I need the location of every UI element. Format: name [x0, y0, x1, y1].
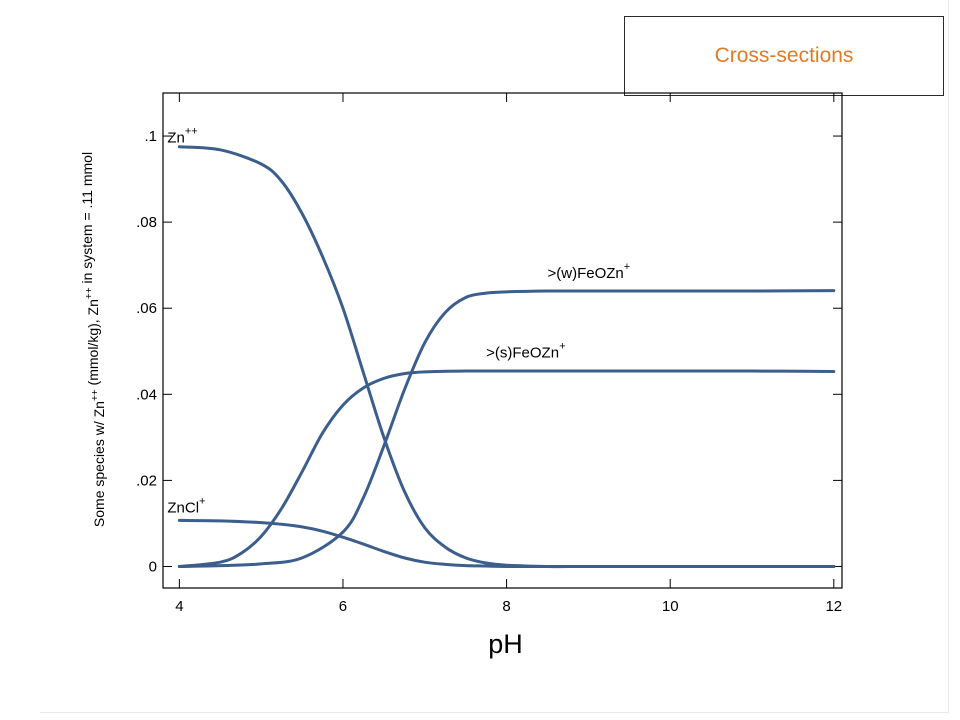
y-axis-label-superscript: ++ — [84, 287, 95, 299]
series-label-text: ZnCl — [167, 500, 199, 517]
series-label-text: Zn — [167, 130, 185, 147]
x-axis-label: pH — [488, 629, 523, 659]
series-label-superscript: + — [559, 341, 565, 353]
slide-edge-bottom — [40, 712, 949, 713]
cross-sections-label: Cross-sections — [714, 44, 854, 67]
series-label-zn: Zn++ — [167, 126, 197, 147]
x-tick-label: 8 — [502, 598, 510, 615]
y-axis-label: Some species w/ Zn++ (mmol/kg), Zn++ in … — [79, 152, 107, 527]
y-axis-label-text: Some species w/ Zn — [91, 401, 107, 527]
slide-edge-right — [948, 0, 949, 712]
series-label-superscript: + — [624, 261, 630, 273]
series-line-s-feozn — [177, 369, 836, 568]
y-tick-label: .02 — [136, 472, 157, 489]
y-axis-label-text: in system = .11 mmol — [79, 152, 95, 288]
x-tick-label: 4 — [175, 598, 183, 615]
x-tick-label: 6 — [339, 598, 347, 615]
x-tick-label: 10 — [662, 598, 679, 615]
cross-sections-button[interactable]: Cross-sections — [624, 16, 944, 96]
series-line-w-feozn — [177, 289, 836, 568]
y-tick-label: .1 — [144, 128, 157, 145]
y-axis-label-text: (mmol/kg), Zn — [85, 299, 101, 389]
y-tick-label: 0 — [149, 558, 157, 575]
y-tick-label: .06 — [136, 300, 157, 317]
series-label-text: >(w)FeOZn — [547, 265, 623, 282]
series-label-superscript: ++ — [185, 126, 198, 138]
x-tick-label: 12 — [825, 598, 842, 615]
series-label-s-feozn: >(s)FeOZn+ — [486, 341, 565, 362]
y-tick-label: .04 — [136, 386, 157, 403]
y-axis-label-superscript: ++ — [90, 389, 101, 401]
y-tick-label: .08 — [136, 214, 157, 231]
series-label-zncl: ZnCl+ — [167, 496, 205, 517]
series-label-superscript: + — [199, 496, 205, 508]
series-label-w-feozn: >(w)FeOZn+ — [547, 261, 630, 282]
series-label-text: >(s)FeOZn — [486, 345, 559, 362]
series-line-zncl — [177, 518, 836, 569]
plot-frame — [162, 92, 843, 589]
